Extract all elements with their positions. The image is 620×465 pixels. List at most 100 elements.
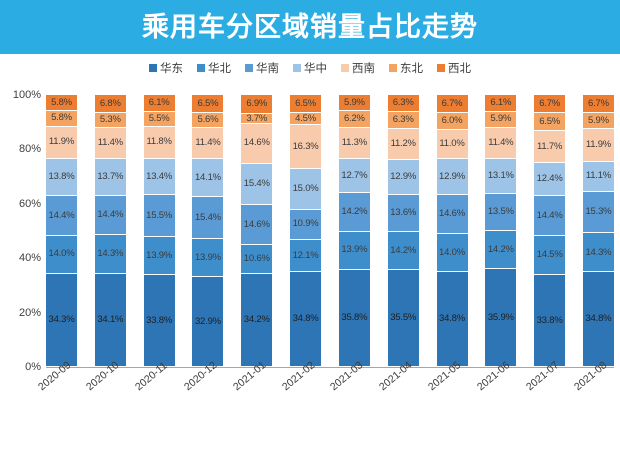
bar-column[interactable]: 6.7% 6.0% 11.0% 12.9% 14.6% 14.0% 34.8% bbox=[436, 95, 468, 367]
bar-segment-华东[interactable]: 35.5% bbox=[387, 270, 419, 367]
bar-segment-东北[interactable]: 5.3% bbox=[94, 113, 126, 128]
bar-segment-西北[interactable]: 5.8% bbox=[46, 95, 77, 111]
bar-segment-华南[interactable]: 14.4% bbox=[94, 196, 126, 236]
bar-segment-西南[interactable]: 14.6% bbox=[241, 123, 273, 164]
bar-segment-华中[interactable]: 14.1% bbox=[192, 159, 224, 198]
bar-segment-西北[interactable]: 6.8% bbox=[94, 95, 126, 114]
bar-segment-华东[interactable]: 34.2% bbox=[241, 273, 273, 367]
bar-segment-华东[interactable]: 34.8% bbox=[582, 272, 614, 367]
bar-segment-华北[interactable]: 14.3% bbox=[94, 235, 126, 275]
bar-segment-西南[interactable]: 11.9% bbox=[582, 129, 614, 162]
bar-segment-华南[interactable]: 14.4% bbox=[534, 196, 566, 236]
bar-segment-东北[interactable]: 6.3% bbox=[387, 112, 419, 130]
bar-column[interactable]: 6.3% 6.3% 11.2% 12.9% 13.6% 14.2% 35.5% bbox=[387, 95, 419, 367]
bar-column[interactable]: 6.7% 6.5% 11.7% 12.4% 14.4% 14.5% 33.8% bbox=[534, 95, 566, 367]
bar-column[interactable]: 6.8% 5.3% 11.4% 13.7% 14.4% 14.3% 34.1% bbox=[94, 95, 126, 367]
bar-segment-华中[interactable]: 15.4% bbox=[241, 163, 273, 206]
bar-segment-东北[interactable]: 5.5% bbox=[143, 111, 175, 127]
bar-segment-华东[interactable]: 34.8% bbox=[290, 272, 322, 367]
bar-segment-华北[interactable]: 14.0% bbox=[436, 234, 468, 273]
bar-segment-华南[interactable]: 15.3% bbox=[582, 191, 614, 234]
bar-segment-华南[interactable]: 15.5% bbox=[143, 195, 175, 238]
bar-column[interactable]: 5.8% 5.8% 11.9% 13.8% 14.4% 14.0% 34.3% bbox=[46, 95, 77, 367]
bar-segment-西北[interactable]: 6.5% bbox=[192, 95, 224, 113]
bar-segment-西南[interactable]: 16.3% bbox=[290, 124, 322, 170]
bar-segment-西北[interactable]: 6.7% bbox=[582, 95, 614, 114]
legend-item-华北[interactable]: 华北 bbox=[197, 60, 231, 76]
bar-segment-华北[interactable]: 12.1% bbox=[290, 239, 322, 273]
bar-segment-西北[interactable]: 6.1% bbox=[485, 95, 517, 112]
bar-segment-华北[interactable]: 14.5% bbox=[534, 235, 566, 276]
bar-column[interactable]: 6.1% 5.9% 11.4% 13.1% 13.5% 14.2% 35.9% bbox=[485, 95, 517, 367]
bar-segment-华中[interactable]: 13.8% bbox=[46, 158, 77, 197]
bar-segment-华南[interactable]: 14.6% bbox=[241, 205, 273, 246]
bar-segment-西北[interactable]: 6.5% bbox=[290, 95, 322, 113]
bar-segment-华东[interactable]: 34.1% bbox=[94, 274, 126, 367]
bar-column[interactable]: 6.5% 5.6% 11.4% 14.1% 15.4% 13.9% 32.9% bbox=[192, 95, 224, 367]
bar-segment-西北[interactable]: 6.9% bbox=[241, 95, 273, 114]
bar-segment-东北[interactable]: 5.9% bbox=[582, 113, 614, 130]
bar-segment-华中[interactable]: 11.1% bbox=[582, 161, 614, 192]
bar-segment-西南[interactable]: 11.9% bbox=[46, 126, 77, 159]
bar-segment-华中[interactable]: 12.4% bbox=[534, 162, 566, 197]
bar-segment-华南[interactable]: 14.2% bbox=[338, 193, 370, 232]
bar-segment-华北[interactable]: 13.9% bbox=[143, 237, 175, 276]
bar-column[interactable]: 6.1% 5.5% 11.8% 13.4% 15.5% 13.9% 33.8% bbox=[143, 95, 175, 367]
bar-segment-华东[interactable]: 33.8% bbox=[143, 275, 175, 367]
bar-column[interactable]: 5.9% 6.2% 11.3% 12.7% 14.2% 13.9% 35.8% bbox=[338, 95, 370, 367]
bar-segment-华中[interactable]: 13.1% bbox=[485, 158, 517, 195]
bar-segment-西南[interactable]: 11.4% bbox=[192, 127, 224, 160]
bar-segment-西南[interactable]: 11.2% bbox=[387, 129, 419, 160]
bar-column[interactable]: 6.9% 3.7% 14.6% 15.4% 14.6% 10.6% 34.2% bbox=[241, 95, 273, 367]
bar-segment-华中[interactable]: 13.7% bbox=[94, 158, 126, 197]
bar-segment-西南[interactable]: 11.7% bbox=[534, 130, 566, 163]
bar-segment-华北[interactable]: 13.9% bbox=[338, 231, 370, 270]
bar-segment-西北[interactable]: 5.9% bbox=[338, 95, 370, 112]
bar-segment-东北[interactable]: 6.2% bbox=[338, 111, 370, 128]
bar-segment-西南[interactable]: 11.0% bbox=[436, 129, 468, 160]
bar-segment-华南[interactable]: 14.4% bbox=[46, 196, 77, 236]
bar-segment-华北[interactable]: 14.2% bbox=[387, 231, 419, 271]
bar-segment-华北[interactable]: 10.6% bbox=[241, 245, 273, 274]
bar-segment-华南[interactable]: 10.9% bbox=[290, 209, 322, 240]
bar-segment-华北[interactable]: 13.9% bbox=[192, 239, 224, 278]
bar-segment-西南[interactable]: 11.4% bbox=[94, 127, 126, 159]
bar-segment-华南[interactable]: 13.5% bbox=[485, 194, 517, 231]
bar-segment-东北[interactable]: 4.5% bbox=[290, 112, 322, 125]
legend-item-西南[interactable]: 西南 bbox=[341, 60, 375, 76]
bar-segment-华南[interactable]: 13.6% bbox=[387, 194, 419, 232]
bar-segment-华东[interactable]: 33.8% bbox=[534, 275, 566, 367]
bar-segment-华东[interactable]: 34.3% bbox=[46, 273, 77, 367]
bar-segment-东北[interactable]: 6.5% bbox=[534, 113, 566, 131]
bar-segment-华南[interactable]: 15.4% bbox=[192, 197, 224, 240]
legend-item-东北[interactable]: 东北 bbox=[389, 60, 423, 76]
bar-segment-西北[interactable]: 6.7% bbox=[534, 95, 566, 114]
bar-segment-东北[interactable]: 3.7% bbox=[241, 114, 273, 124]
bar-segment-华北[interactable]: 14.2% bbox=[485, 230, 517, 270]
bar-segment-西北[interactable]: 6.7% bbox=[436, 95, 468, 114]
bar-segment-华中[interactable]: 12.9% bbox=[387, 159, 419, 195]
bar-segment-华东[interactable]: 32.9% bbox=[192, 277, 224, 367]
legend-item-华东[interactable]: 华东 bbox=[149, 60, 183, 76]
bar-segment-东北[interactable]: 6.0% bbox=[436, 113, 468, 130]
bar-segment-华中[interactable]: 13.4% bbox=[143, 158, 175, 196]
bar-segment-华中[interactable]: 15.0% bbox=[290, 169, 322, 210]
bar-segment-东北[interactable]: 5.6% bbox=[192, 112, 224, 128]
bar-segment-华南[interactable]: 14.6% bbox=[436, 194, 468, 235]
bar-segment-华东[interactable]: 35.9% bbox=[485, 269, 517, 367]
bar-segment-东北[interactable]: 5.9% bbox=[485, 111, 517, 128]
bar-segment-华东[interactable]: 34.8% bbox=[436, 272, 468, 367]
bar-column[interactable]: 6.7% 5.9% 11.9% 11.1% 15.3% 14.3% 34.8% bbox=[582, 95, 614, 367]
bar-segment-西南[interactable]: 11.4% bbox=[485, 127, 517, 159]
legend-item-华中[interactable]: 华中 bbox=[293, 60, 327, 76]
bar-segment-华中[interactable]: 12.7% bbox=[338, 158, 370, 194]
bar-segment-华中[interactable]: 12.9% bbox=[436, 159, 468, 195]
bar-segment-西北[interactable]: 6.3% bbox=[387, 95, 419, 113]
bar-segment-华北[interactable]: 14.3% bbox=[582, 233, 614, 273]
bar-segment-东北[interactable]: 5.8% bbox=[46, 110, 77, 127]
legend-item-华南[interactable]: 华南 bbox=[245, 60, 279, 76]
bar-column[interactable]: 6.5% 4.5% 16.3% 15.0% 10.9% 12.1% 34.8% bbox=[290, 95, 322, 367]
bar-segment-西南[interactable]: 11.3% bbox=[338, 127, 370, 159]
legend-item-西北[interactable]: 西北 bbox=[437, 60, 471, 76]
bar-segment-华北[interactable]: 14.0% bbox=[46, 235, 77, 274]
